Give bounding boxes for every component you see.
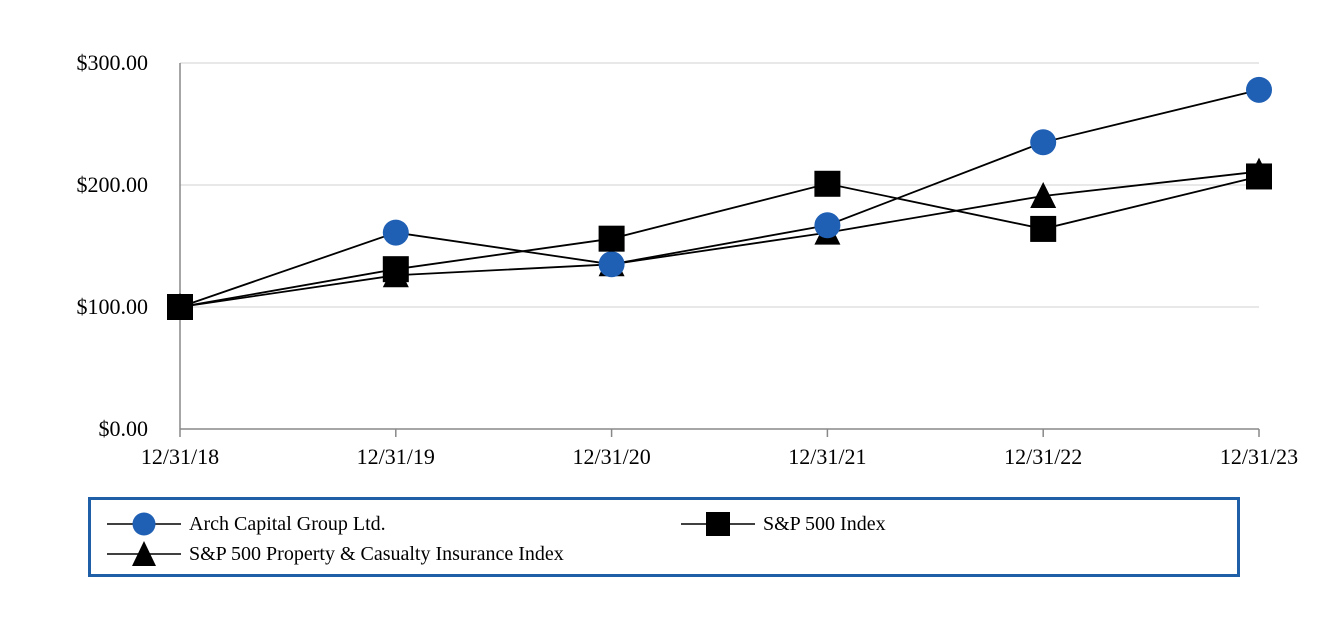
data-point-circle <box>1030 129 1057 156</box>
x-tick-label: 12/31/20 <box>572 444 650 469</box>
legend-item-sp500: S&P 500 Index <box>679 510 886 538</box>
x-tick-label: 12/31/22 <box>1004 444 1082 469</box>
chart-legend: Arch Capital Group Ltd. S&P 500 Index S&… <box>88 497 1240 577</box>
x-tick-label: 12/31/18 <box>141 444 219 469</box>
line-chart: $0.00 $100.00 $200.00 $300.00 12/31/18 12/31/… <box>77 50 1299 469</box>
data-point-square <box>598 225 625 252</box>
legend-label: S&P 500 Property & Casualty Insurance In… <box>189 542 564 565</box>
legend-swatch-square <box>679 510 757 538</box>
x-tick-label: 12/31/21 <box>788 444 866 469</box>
legend-swatch-triangle <box>105 540 183 568</box>
y-tick-label: $200.00 <box>77 172 149 197</box>
data-point-square <box>814 170 841 197</box>
data-point-circle <box>598 251 625 278</box>
data-point-circle <box>382 219 409 246</box>
y-tick-label: $300.00 <box>77 50 149 75</box>
data-point-circle <box>1246 76 1272 103</box>
data-point-square <box>167 294 193 320</box>
series-line-1 <box>179 175 1260 308</box>
data-point-triangle <box>1030 181 1057 208</box>
legend-item-arch: Arch Capital Group Ltd. <box>105 510 386 538</box>
legend-label: S&P 500 Index <box>763 512 886 535</box>
legend-label: Arch Capital Group Ltd. <box>189 512 386 535</box>
legend-swatch-circle <box>105 510 183 538</box>
legend-item-pc-insurance: S&P 500 Property & Casualty Insurance In… <box>105 540 564 568</box>
y-tick-label: $0.00 <box>99 416 149 441</box>
x-tick-label: 12/31/23 <box>1220 444 1298 469</box>
y-tick-label: $100.00 <box>77 294 149 319</box>
series-line-0 <box>179 88 1260 308</box>
data-point-square <box>382 256 409 283</box>
series-line-2 <box>179 170 1260 308</box>
data-point-square <box>1246 163 1272 190</box>
data-point-square <box>1030 215 1057 242</box>
x-tick-label: 12/31/19 <box>357 444 435 469</box>
data-point-circle <box>814 212 841 239</box>
